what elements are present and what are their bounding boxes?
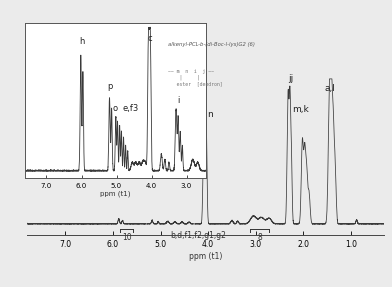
Text: 10: 10: [122, 233, 131, 242]
X-axis label: ppm (t1): ppm (t1): [100, 190, 131, 197]
Text: jj: jj: [288, 74, 293, 83]
Text: c: c: [147, 34, 152, 43]
Text: alkenyl-PCL-b-(di-Boc-l-lys)G2 (6): alkenyl-PCL-b-(di-Boc-l-lys)G2 (6): [168, 42, 255, 47]
Text: i: i: [177, 96, 179, 105]
Text: n: n: [207, 110, 213, 119]
Text: 8: 8: [257, 233, 262, 242]
Text: e,f3: e,f3: [122, 104, 138, 113]
Text: h: h: [79, 36, 85, 46]
Text: m,k: m,k: [292, 105, 309, 115]
Text: b,d,f1,f2,g1,g2: b,d,f1,f2,g1,g2: [170, 231, 226, 240]
Text: ~~ m  n  i  j ~~
    |     |
   ester  [dendron]: ~~ m n i j ~~ | | ester [dendron]: [168, 69, 223, 86]
Text: o: o: [113, 104, 118, 113]
Text: a,l: a,l: [325, 84, 336, 93]
X-axis label: ppm (t1): ppm (t1): [189, 252, 223, 261]
Text: p: p: [107, 82, 113, 91]
